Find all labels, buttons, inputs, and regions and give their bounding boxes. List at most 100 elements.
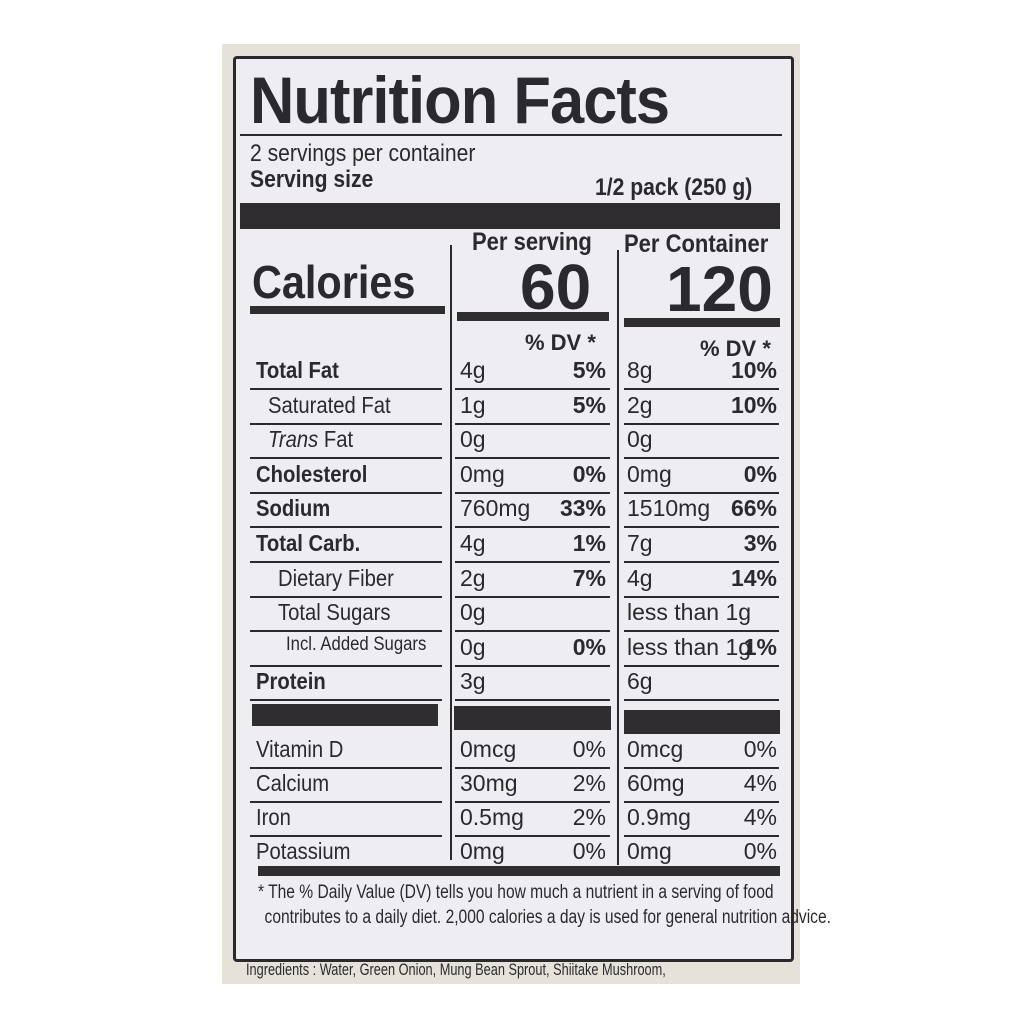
serving-dv: 0% — [572, 736, 606, 762]
footnote-rule — [258, 866, 780, 876]
label-title: Nutrition Facts — [250, 63, 670, 137]
container-dv: 0% — [743, 460, 777, 487]
container-amount: 0g — [627, 426, 653, 453]
serving-dv: 0% — [572, 460, 606, 487]
serving-size-value: 1/2 pack (250 g) — [595, 174, 753, 201]
nutrient-row: Dietary Fiber 2g 7% 4g 14% — [0, 562, 1024, 596]
ingredients: Ingredients : Water, Green Onion, Mung B… — [246, 960, 666, 979]
container-amount: less than 1g — [627, 633, 752, 660]
container-amount: less than 1g — [627, 599, 752, 626]
container-amount: 60mg — [627, 770, 685, 796]
container-amount: 2g — [627, 391, 653, 418]
serving-amount: 0mg — [460, 460, 505, 487]
calories-per-container: 120 — [666, 253, 773, 325]
serving-amount: 3g — [460, 668, 486, 695]
row-divider — [624, 491, 779, 494]
serving-amount: 1g — [460, 391, 486, 418]
serving-dv: 0% — [572, 838, 606, 864]
row-divider — [250, 699, 442, 702]
serving-dv: 1% — [572, 530, 606, 556]
nutrient-name: Calcium — [256, 770, 330, 796]
nutrient-row: Trans Fat 0g 0g — [0, 423, 1024, 457]
column-divider — [450, 245, 452, 860]
nutrient-name: Total Fat — [256, 357, 339, 383]
serving-dv: 5% — [572, 357, 606, 383]
calories-rule — [624, 318, 780, 327]
row-divider — [455, 699, 610, 702]
row-divider — [455, 526, 610, 529]
column-divider — [617, 250, 619, 865]
serving-size-label: Serving size — [250, 166, 374, 193]
row-divider — [455, 595, 610, 598]
row-divider — [624, 457, 779, 460]
serving-amount: 4g — [460, 357, 486, 383]
container-amount: 7g — [627, 530, 653, 556]
thick-divider — [240, 203, 780, 229]
container-dv: 3% — [743, 530, 777, 556]
servings-per-container: 2 servings per container — [250, 140, 476, 167]
nutrient-name: Potassium — [256, 838, 351, 864]
container-amount: 0mg — [627, 460, 672, 487]
nutrient-name: Saturated Fat — [268, 391, 391, 418]
per-serving-header: Per serving — [472, 228, 592, 256]
serving-amount: 30mg — [460, 770, 518, 796]
row-divider — [624, 664, 779, 667]
container-amount: 4g — [627, 564, 653, 591]
nutrient-row: Sodium 760mg 33% 1510mg 66% — [0, 492, 1024, 526]
serving-amount: 4g — [460, 530, 486, 556]
row-divider — [624, 561, 779, 563]
container-dv: 10% — [730, 357, 777, 383]
nutrient-row: Incl. Added Sugars 0g 0% less than 1g 1% — [0, 631, 1024, 665]
dv-header-container: % DV * — [700, 336, 771, 361]
serving-amount: 0mcg — [460, 736, 517, 762]
per-container-header: Per Container — [624, 230, 769, 258]
container-amount: 1510mg — [627, 495, 711, 522]
nutrient-row: Total Carb. 4g 1% 7g 3% — [0, 527, 1024, 561]
row-divider — [455, 561, 610, 563]
serving-dv: 0% — [572, 633, 606, 660]
row-divider — [250, 767, 442, 769]
row-divider — [250, 561, 442, 563]
serving-dv: 33% — [559, 495, 606, 522]
calories-rule — [457, 312, 609, 321]
container-amount: 0.9mg — [627, 804, 691, 830]
container-dv: 4% — [743, 804, 777, 830]
nutrient-row: Cholesterol 0mg 0% 0mg 0% — [0, 458, 1024, 492]
footnote-line-1: * The % Daily Value (DV) tells you how m… — [258, 882, 774, 903]
container-dv: 66% — [730, 495, 777, 522]
nutrient-name: Trans Fat — [268, 426, 354, 453]
row-divider — [455, 422, 610, 425]
serving-dv: 2% — [572, 770, 606, 796]
nutrient-name: Vitamin D — [256, 736, 344, 762]
section-bar — [454, 706, 611, 730]
row-divider — [624, 767, 779, 769]
nutrient-row: Total Fat 4g 5% 8g 10% — [0, 354, 1024, 388]
nutrient-row: Total Sugars 0g less than 1g — [0, 596, 1024, 630]
nutrient-name: Incl. Added Sugars — [286, 633, 427, 655]
container-dv: 0% — [743, 736, 777, 762]
container-dv: 4% — [743, 770, 777, 796]
container-amount: 8g — [627, 357, 653, 383]
row-divider — [455, 630, 610, 633]
footnote: * The % Daily Value (DV) tells you how m… — [258, 880, 831, 930]
nutrient-name: Total Carb. — [256, 530, 361, 556]
vitamin-row: Vitamin D 0mcg 0% 0mcg 0% — [0, 733, 1024, 767]
row-divider — [624, 388, 779, 390]
container-amount: 0mcg — [627, 736, 684, 762]
serving-amount: 2g — [460, 564, 486, 591]
vitamin-row: Iron 0.5mg 2% 0.9mg 4% — [0, 801, 1024, 835]
nutrient-name: Dietary Fiber — [278, 564, 394, 591]
row-divider — [250, 835, 442, 837]
serving-amount: 0g — [460, 633, 486, 660]
container-amount: 6g — [627, 668, 653, 695]
serving-dv: 5% — [572, 391, 606, 418]
nutrient-name-italic: Trans — [268, 426, 319, 453]
nutrient-name: Cholesterol — [256, 460, 368, 487]
row-divider — [624, 422, 779, 425]
row-divider — [624, 595, 779, 598]
serving-amount: 0mg — [460, 838, 505, 864]
divider — [240, 134, 782, 136]
calories-label: Calories — [252, 256, 416, 308]
container-amount: 0mg — [627, 838, 672, 864]
nutrient-row: Protein 3g 6g — [0, 665, 1024, 699]
